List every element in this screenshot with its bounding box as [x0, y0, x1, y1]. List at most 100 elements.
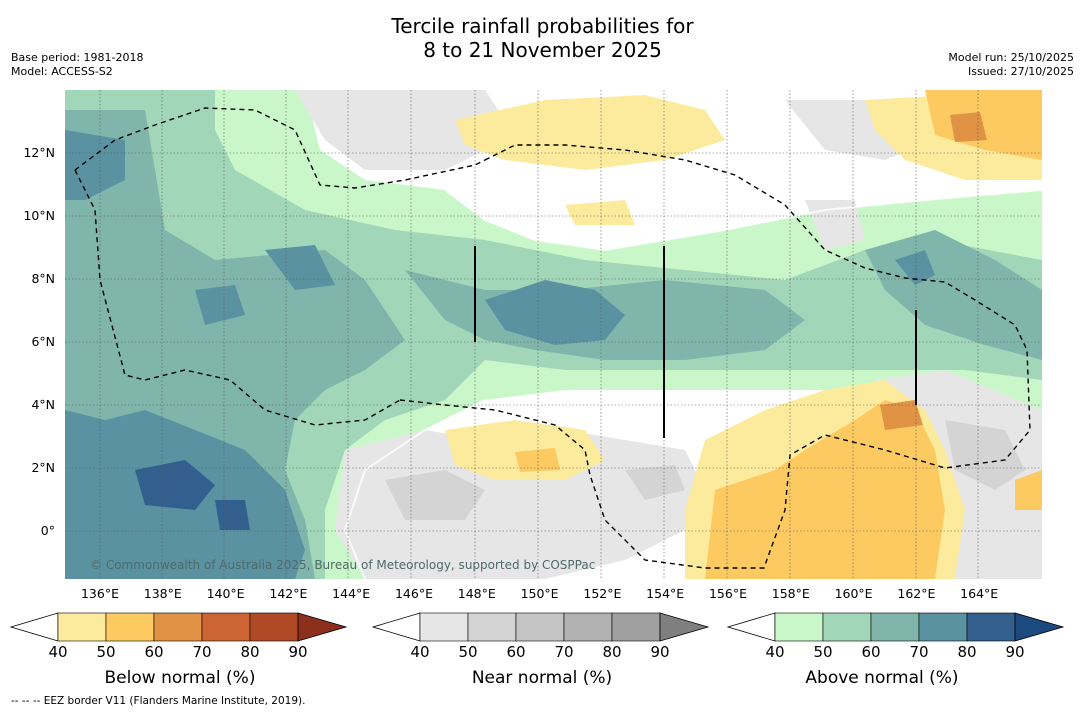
above-colorbar-tick: 40: [765, 643, 785, 661]
below-region-se-70: [880, 400, 923, 430]
below-normal-caption: Below normal (%): [104, 668, 256, 688]
near-swatch: [611, 612, 661, 642]
copyright-text: © Commonwealth of Australia 2025, Bureau…: [90, 558, 596, 572]
near-swatch: [467, 612, 517, 642]
longitude-tick: 142°E: [269, 586, 308, 601]
above-swatch: [966, 612, 1016, 642]
longitude-tick: 160°E: [834, 586, 873, 601]
latitude-tick: 0°: [40, 523, 55, 538]
below-colorbar-svg: [9, 612, 348, 642]
map-svg: [65, 90, 1042, 579]
latitude-tick: 12°N: [23, 145, 55, 160]
latitude-tick: 10°N: [23, 208, 55, 223]
longitude-tick: 156°E: [708, 586, 747, 601]
above-colorbar-tick: 90: [1005, 643, 1025, 661]
below-colorbar-tick: 70: [192, 643, 212, 661]
longitude-tick: 146°E: [394, 586, 433, 601]
longitude-tick: 138°E: [143, 586, 182, 601]
near-min-extend: [371, 612, 421, 642]
model-label: Model: ACCESS-S2: [11, 65, 113, 78]
meta-right: Model run: 25/10/2025 Issued: 27/10/2025: [948, 51, 1074, 79]
near-region-south-60: [385, 470, 485, 520]
below-region-east-edge: [1015, 470, 1042, 510]
above-region-west-80b: [195, 285, 245, 325]
near-colorbar-svg: [371, 612, 710, 642]
base-period-label: Base period: 1981-2018: [11, 51, 144, 64]
near-colorbar-tick: 50: [458, 643, 478, 661]
longitude-tick: 164°E: [960, 586, 999, 601]
graticule: [65, 90, 1042, 579]
above-region-nw-80: [65, 130, 125, 200]
below-colorbar-tick: 60: [144, 643, 164, 661]
near-swatch: [563, 612, 613, 642]
above-colorbar-tick: 80: [957, 643, 977, 661]
longitude-tick: 150°E: [520, 586, 559, 601]
near-max-extend: [659, 612, 710, 642]
near-normal-colorbar: [371, 612, 712, 646]
near-colorbar-tick: 70: [554, 643, 574, 661]
below-swatch: [201, 612, 251, 642]
longitude-tick: 144°E: [332, 586, 371, 601]
latitude-tick: 6°N: [31, 334, 55, 349]
below-max-extend: [297, 612, 348, 642]
eez-footnote: -- -- -- EEZ border V11 (Flanders Marine…: [11, 695, 306, 707]
probability-map: [65, 90, 1042, 579]
near-region-east-60: [945, 420, 1025, 490]
model-run-label: Model run: 25/10/2025: [948, 51, 1074, 64]
zone-lines: [474, 246, 917, 438]
meta-left: Base period: 1981-2018 Model: ACCESS-S2: [11, 51, 143, 79]
title-line-1: Tercile rainfall probabilities for: [391, 14, 694, 38]
longitude-tick: 158°E: [771, 586, 810, 601]
below-normal-colorbar: [9, 612, 350, 646]
near-swatch: [419, 612, 469, 642]
below-colorbar-tick: 80: [240, 643, 260, 661]
near-region-north: [295, 90, 505, 170]
near-colorbar-tick: 80: [602, 643, 622, 661]
near-region-south-60b: [625, 465, 685, 500]
below-swatch: [153, 612, 203, 642]
above-region-sw-90b: [215, 500, 250, 530]
above-min-extend: [726, 612, 776, 642]
above-colorbar-svg: [726, 612, 1065, 642]
below-min-extend: [9, 612, 59, 642]
above-max-extend: [1014, 612, 1065, 642]
below-region-ne-60: [925, 90, 1042, 160]
title-line-2: 8 to 21 November 2025: [423, 38, 662, 62]
near-normal-caption: Near normal (%): [471, 668, 613, 688]
near-colorbar-tick: 60: [506, 643, 526, 661]
below-swatch: [57, 612, 107, 642]
latitude-tick: 2°N: [31, 460, 55, 475]
map-title: Tercile rainfall probabilities for 8 to …: [0, 14, 1085, 62]
eez-borders: [74, 107, 1031, 569]
longitude-tick: 154°E: [646, 586, 685, 601]
below-region-south-60: [515, 448, 560, 472]
above-swatch: [774, 612, 824, 642]
below-colorbar-tick: 40: [48, 643, 68, 661]
longitude-tick: 152°E: [583, 586, 622, 601]
issued-label: Issued: 27/10/2025: [967, 65, 1074, 78]
near-colorbar-tick: 90: [650, 643, 670, 661]
below-region-south-50: [445, 420, 605, 480]
below-colorbar-tick: 50: [96, 643, 116, 661]
above-swatch: [918, 612, 968, 642]
above-region-central-80: [485, 280, 625, 345]
above-region-sw-90: [135, 460, 215, 510]
above-swatch: [870, 612, 920, 642]
below-region-north-50b: [565, 200, 635, 225]
above-region-east-80: [895, 250, 935, 285]
below-swatch: [105, 612, 155, 642]
contour-edges: [343, 189, 1042, 579]
below-colorbar-tick: 90: [288, 643, 308, 661]
latitude-tick: 4°N: [31, 397, 55, 412]
below-region-north-50: [455, 95, 725, 170]
near-region-south: [335, 430, 705, 579]
longitude-tick: 148°E: [457, 586, 496, 601]
near-region-mid: [805, 200, 865, 250]
longitude-tick: 136°E: [80, 586, 119, 601]
above-normal-colorbar: [726, 612, 1067, 646]
above-swatch: [822, 612, 872, 642]
above-colorbar-tick: 50: [813, 643, 833, 661]
above-colorbar-tick: 60: [861, 643, 881, 661]
near-swatch: [515, 612, 565, 642]
below-region-se-60: [705, 400, 945, 579]
